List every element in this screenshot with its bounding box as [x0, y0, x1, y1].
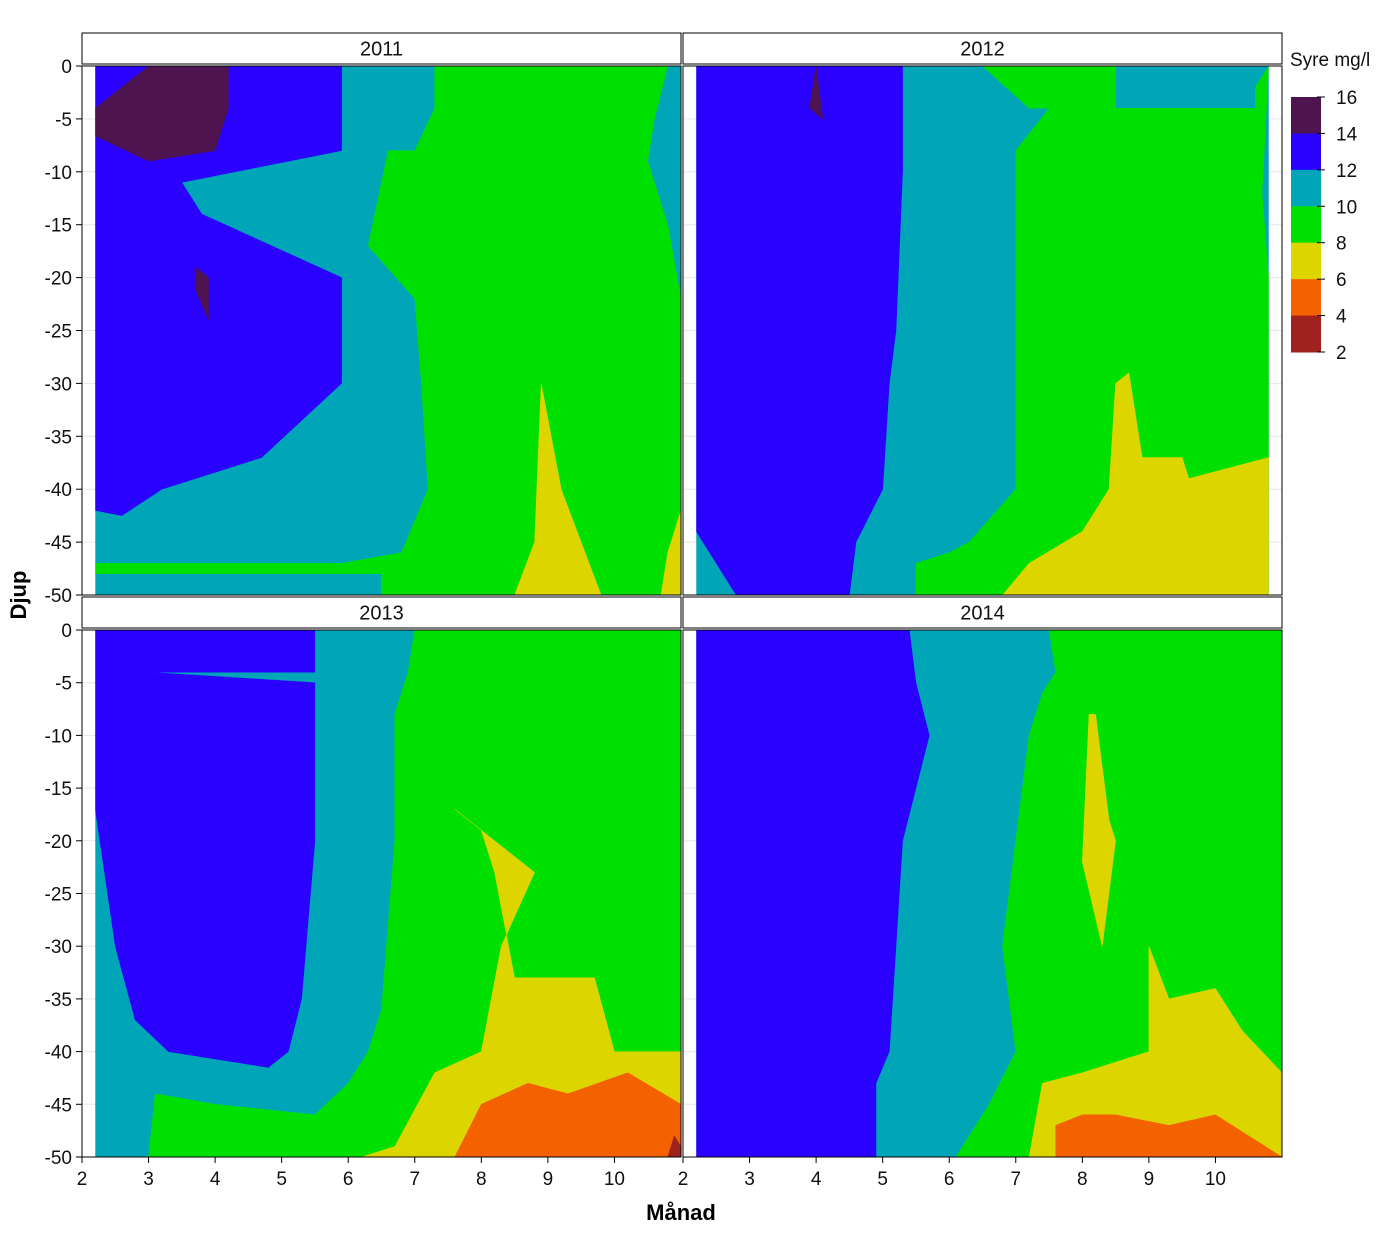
- x-tick-label: 5: [276, 1169, 287, 1190]
- contour-region-6-8: [660, 510, 682, 595]
- y-tick-label: -15: [45, 779, 72, 800]
- x-tick-label: 7: [409, 1169, 420, 1190]
- x-tick-label: 5: [877, 1169, 888, 1190]
- y-tick-label: -5: [55, 110, 72, 131]
- contour-region-12-14: [696, 66, 903, 595]
- x-tick-label: 6: [343, 1169, 354, 1190]
- contour-region-6-8: [1028, 946, 1282, 1157]
- contour-region-12-14: [696, 630, 930, 1157]
- y-tick-label: 0: [61, 621, 72, 642]
- x-tick-label: 8: [476, 1169, 487, 1190]
- contour-regions: [95, 630, 682, 1157]
- legend-label: 4: [1336, 307, 1347, 328]
- legend-label: 16: [1336, 88, 1357, 109]
- legend-swatch: [1291, 206, 1321, 244]
- contour-region-14-16: [194, 266, 209, 320]
- contour-region-12-14: [95, 630, 316, 1068]
- y-tick-label: -45: [45, 1095, 72, 1116]
- panel-2014: 2014 2 3 4 5 6 7 8 9 10: [678, 596, 1283, 1190]
- contour-region-14-16: [95, 66, 229, 162]
- y-tick-label: -10: [45, 726, 72, 747]
- y-tick-label: -20: [45, 832, 72, 853]
- contour-regions: [696, 630, 1282, 1157]
- y-tick-label: -5: [55, 674, 72, 695]
- y-tick-label: -35: [45, 427, 72, 448]
- panel-2011: 2011 0 -5 -10 -15 -20 -25 -30 -35 -40 -45 -50: [45, 32, 682, 607]
- y-tick-label: -20: [45, 269, 72, 290]
- legend-swatch: [1291, 133, 1321, 171]
- x-tick-label: 8: [1077, 1169, 1088, 1190]
- panel-frame: [682, 65, 1283, 596]
- contour-regions: [95, 66, 682, 595]
- contour-region-4-6: [1055, 1114, 1282, 1157]
- legend: Syre mg/l 16 14 12 10 8 6 4 2: [1290, 50, 1370, 364]
- x-tick-label: 9: [543, 1169, 554, 1190]
- legend-swatch: [1291, 279, 1321, 317]
- y-tick-label: -40: [45, 1043, 72, 1064]
- x-tick-label: 10: [1205, 1169, 1226, 1190]
- legend-label: 12: [1336, 161, 1357, 182]
- panel-2012: 2012: [682, 32, 1283, 596]
- contour-region-8-10: [95, 66, 682, 595]
- panel-strip-label: 2011: [360, 39, 403, 61]
- contour-region-6-8: [361, 809, 682, 1157]
- panel-frame: [682, 629, 1283, 1158]
- contour-region-6-8: [1082, 714, 1116, 947]
- y-tick-label: -35: [45, 990, 72, 1011]
- legend-swatch: [1291, 242, 1321, 280]
- y-tick-label: -40: [45, 480, 72, 501]
- panel-2013: 2013 0 -5 -10 -15 -20 -25 -30 -35 -40 -45 -502 3 4 5 6 7…: [45, 596, 682, 1190]
- x-tick-label: 4: [210, 1169, 221, 1190]
- x-tick-label: 10: [604, 1169, 625, 1190]
- legend-label: 6: [1336, 270, 1347, 291]
- x-tick-label: 3: [744, 1169, 755, 1190]
- legend-title: Syre mg/l: [1290, 50, 1370, 71]
- x-tick-label: 3: [143, 1169, 154, 1190]
- panel-strip-label: 2013: [359, 603, 404, 625]
- x-tick-label: 2: [678, 1169, 689, 1190]
- x-tick-label: 9: [1144, 1169, 1155, 1190]
- y-tick-label: -30: [45, 374, 72, 395]
- legend-swatch: [1291, 315, 1321, 353]
- y-tick-label: 0: [61, 57, 72, 78]
- y-tick-label: -15: [45, 216, 72, 237]
- y-tick-label: -25: [45, 322, 72, 343]
- y-tick-label: -10: [45, 163, 72, 184]
- y-tick-label: -45: [45, 533, 72, 554]
- panel-strip-label: 2012: [960, 39, 1005, 61]
- contour-region-4-6: [454, 1072, 682, 1157]
- contour-region-6-8: [514, 383, 602, 595]
- x-tick-label: 2: [77, 1169, 88, 1190]
- legend-label: 2: [1336, 343, 1347, 364]
- contour-region-14-16: [809, 66, 824, 120]
- panel-strip-label: 2014: [960, 603, 1005, 625]
- panel-strip: [682, 32, 1283, 65]
- panel-strip: [81, 596, 682, 629]
- y-tick-label: -50: [45, 586, 72, 607]
- legend-swatch: [1291, 169, 1321, 207]
- contour-region-12-14: [95, 66, 342, 516]
- y-tick-label: -25: [45, 885, 72, 906]
- panel-strip: [81, 32, 682, 65]
- panel-strip: [682, 596, 1283, 629]
- legend-label: 14: [1336, 124, 1358, 145]
- y-tick-label: -50: [45, 1148, 72, 1169]
- x-axis-title: Månad: [646, 1200, 716, 1225]
- y-axis-title: Djup: [6, 571, 31, 620]
- legend-label: 10: [1336, 197, 1357, 218]
- x-tick-label: 4: [811, 1169, 822, 1190]
- contour-region-6-8: [1002, 372, 1269, 595]
- contour-regions: [696, 66, 1269, 595]
- y-tick-label: -30: [45, 937, 72, 958]
- legend-swatch: [1291, 97, 1321, 134]
- legend-label: 8: [1336, 234, 1347, 255]
- x-tick-label: 6: [944, 1169, 955, 1190]
- x-tick-label: 7: [1010, 1169, 1021, 1190]
- contour-region-2-4: [667, 1135, 682, 1157]
